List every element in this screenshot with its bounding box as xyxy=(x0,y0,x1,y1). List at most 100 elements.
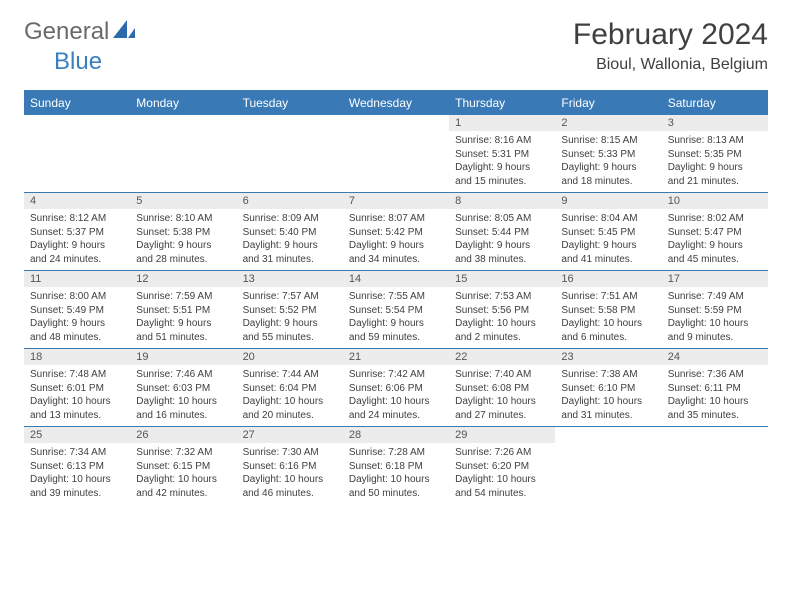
day-number: 9 xyxy=(555,193,661,209)
daylight-text-1: Daylight: 10 hours xyxy=(349,395,443,409)
daylight-text-2: and 42 minutes. xyxy=(136,487,230,501)
calendar-cell: 21Sunrise: 7:42 AMSunset: 6:06 PMDayligh… xyxy=(343,349,449,426)
day-detail: Sunrise: 7:40 AMSunset: 6:08 PMDaylight:… xyxy=(449,365,555,426)
daylight-text-2: and 50 minutes. xyxy=(349,487,443,501)
daylight-text-1: Daylight: 9 hours xyxy=(668,161,762,175)
sunset-text: Sunset: 6:18 PM xyxy=(349,460,443,474)
daylight-text-1: Daylight: 10 hours xyxy=(561,317,655,331)
sunset-text: Sunset: 5:47 PM xyxy=(668,226,762,240)
sunset-text: Sunset: 5:45 PM xyxy=(561,226,655,240)
calendar-cell: 20Sunrise: 7:44 AMSunset: 6:04 PMDayligh… xyxy=(237,349,343,426)
sunset-text: Sunset: 5:33 PM xyxy=(561,148,655,162)
day-number: 19 xyxy=(130,349,236,365)
day-detail: Sunrise: 7:36 AMSunset: 6:11 PMDaylight:… xyxy=(662,365,768,426)
daylight-text-2: and 59 minutes. xyxy=(349,331,443,345)
calendar-cell: 13Sunrise: 7:57 AMSunset: 5:52 PMDayligh… xyxy=(237,271,343,348)
calendar-cell: 4Sunrise: 8:12 AMSunset: 5:37 PMDaylight… xyxy=(24,193,130,270)
sunset-text: Sunset: 6:13 PM xyxy=(30,460,124,474)
sunrise-text: Sunrise: 8:05 AM xyxy=(455,212,549,226)
calendar-cell: 17Sunrise: 7:49 AMSunset: 5:59 PMDayligh… xyxy=(662,271,768,348)
calendar-cell: 6Sunrise: 8:09 AMSunset: 5:40 PMDaylight… xyxy=(237,193,343,270)
day-detail: Sunrise: 8:00 AMSunset: 5:49 PMDaylight:… xyxy=(24,287,130,348)
calendar-cell: 26Sunrise: 7:32 AMSunset: 6:15 PMDayligh… xyxy=(130,427,236,504)
day-number: 5 xyxy=(130,193,236,209)
daylight-text-1: Daylight: 9 hours xyxy=(561,239,655,253)
calendar-cell xyxy=(555,427,661,504)
weeks-container: 1Sunrise: 8:16 AMSunset: 5:31 PMDaylight… xyxy=(24,114,768,504)
day-detail: Sunrise: 7:42 AMSunset: 6:06 PMDaylight:… xyxy=(343,365,449,426)
day-header-friday: Friday xyxy=(555,92,661,114)
calendar-cell: 23Sunrise: 7:38 AMSunset: 6:10 PMDayligh… xyxy=(555,349,661,426)
sunset-text: Sunset: 5:51 PM xyxy=(136,304,230,318)
day-detail: Sunrise: 8:02 AMSunset: 5:47 PMDaylight:… xyxy=(662,209,768,270)
daylight-text-2: and 9 minutes. xyxy=(668,331,762,345)
day-detail: Sunrise: 7:44 AMSunset: 6:04 PMDaylight:… xyxy=(237,365,343,426)
sunset-text: Sunset: 5:49 PM xyxy=(30,304,124,318)
day-detail: Sunrise: 7:51 AMSunset: 5:58 PMDaylight:… xyxy=(555,287,661,348)
calendar-cell: 25Sunrise: 7:34 AMSunset: 6:13 PMDayligh… xyxy=(24,427,130,504)
sunrise-text: Sunrise: 7:44 AM xyxy=(243,368,337,382)
sunrise-text: Sunrise: 7:40 AM xyxy=(455,368,549,382)
sunset-text: Sunset: 5:52 PM xyxy=(243,304,337,318)
day-header-tuesday: Tuesday xyxy=(237,92,343,114)
location-label: Bioul, Wallonia, Belgium xyxy=(573,56,768,74)
calendar-week: 11Sunrise: 8:00 AMSunset: 5:49 PMDayligh… xyxy=(24,270,768,348)
day-detail: Sunrise: 7:57 AMSunset: 5:52 PMDaylight:… xyxy=(237,287,343,348)
daylight-text-2: and 15 minutes. xyxy=(455,175,549,189)
sunset-text: Sunset: 6:06 PM xyxy=(349,382,443,396)
sunset-text: Sunset: 6:01 PM xyxy=(30,382,124,396)
daylight-text-2: and 34 minutes. xyxy=(349,253,443,267)
daylight-text-2: and 13 minutes. xyxy=(30,409,124,423)
day-number: 2 xyxy=(555,115,661,131)
day-header-thursday: Thursday xyxy=(449,92,555,114)
daylight-text-2: and 16 minutes. xyxy=(136,409,230,423)
day-detail: Sunrise: 7:38 AMSunset: 6:10 PMDaylight:… xyxy=(555,365,661,426)
day-header-monday: Monday xyxy=(130,92,236,114)
daylight-text-1: Daylight: 9 hours xyxy=(349,239,443,253)
day-number: 3 xyxy=(662,115,768,131)
sunset-text: Sunset: 6:11 PM xyxy=(668,382,762,396)
sunset-text: Sunset: 5:37 PM xyxy=(30,226,124,240)
sunset-text: Sunset: 6:16 PM xyxy=(243,460,337,474)
calendar-cell xyxy=(237,115,343,192)
day-number: 7 xyxy=(343,193,449,209)
daylight-text-1: Daylight: 9 hours xyxy=(561,161,655,175)
day-number: 4 xyxy=(24,193,130,209)
day-detail: Sunrise: 7:48 AMSunset: 6:01 PMDaylight:… xyxy=(24,365,130,426)
daylight-text-2: and 21 minutes. xyxy=(668,175,762,189)
daylight-text-2: and 41 minutes. xyxy=(561,253,655,267)
calendar-cell: 3Sunrise: 8:13 AMSunset: 5:35 PMDaylight… xyxy=(662,115,768,192)
daylight-text-2: and 24 minutes. xyxy=(30,253,124,267)
calendar-cell: 2Sunrise: 8:15 AMSunset: 5:33 PMDaylight… xyxy=(555,115,661,192)
day-number: 28 xyxy=(343,427,449,443)
day-detail: Sunrise: 8:12 AMSunset: 5:37 PMDaylight:… xyxy=(24,209,130,270)
sunrise-text: Sunrise: 7:38 AM xyxy=(561,368,655,382)
calendar-cell: 14Sunrise: 7:55 AMSunset: 5:54 PMDayligh… xyxy=(343,271,449,348)
sunrise-text: Sunrise: 8:00 AM xyxy=(30,290,124,304)
day-number: 25 xyxy=(24,427,130,443)
day-number: 12 xyxy=(130,271,236,287)
daylight-text-2: and 31 minutes. xyxy=(243,253,337,267)
calendar-cell: 1Sunrise: 8:16 AMSunset: 5:31 PMDaylight… xyxy=(449,115,555,192)
day-number: 16 xyxy=(555,271,661,287)
day-number: 14 xyxy=(343,271,449,287)
sunrise-text: Sunrise: 7:59 AM xyxy=(136,290,230,304)
day-number: 27 xyxy=(237,427,343,443)
daylight-text-1: Daylight: 9 hours xyxy=(30,239,124,253)
sunrise-text: Sunrise: 7:53 AM xyxy=(455,290,549,304)
logo-text-blue: Blue xyxy=(54,48,102,75)
calendar-cell: 27Sunrise: 7:30 AMSunset: 6:16 PMDayligh… xyxy=(237,427,343,504)
day-number: 26 xyxy=(130,427,236,443)
calendar-cell: 10Sunrise: 8:02 AMSunset: 5:47 PMDayligh… xyxy=(662,193,768,270)
day-number: 21 xyxy=(343,349,449,365)
day-number: 23 xyxy=(555,349,661,365)
sunrise-text: Sunrise: 8:09 AM xyxy=(243,212,337,226)
sunset-text: Sunset: 6:15 PM xyxy=(136,460,230,474)
daylight-text-1: Daylight: 9 hours xyxy=(455,239,549,253)
calendar-cell: 16Sunrise: 7:51 AMSunset: 5:58 PMDayligh… xyxy=(555,271,661,348)
sunrise-text: Sunrise: 7:28 AM xyxy=(349,446,443,460)
calendar-cell xyxy=(343,115,449,192)
title-block: February 2024 Bioul, Wallonia, Belgium xyxy=(573,18,768,74)
day-number: 24 xyxy=(662,349,768,365)
day-number: 18 xyxy=(24,349,130,365)
